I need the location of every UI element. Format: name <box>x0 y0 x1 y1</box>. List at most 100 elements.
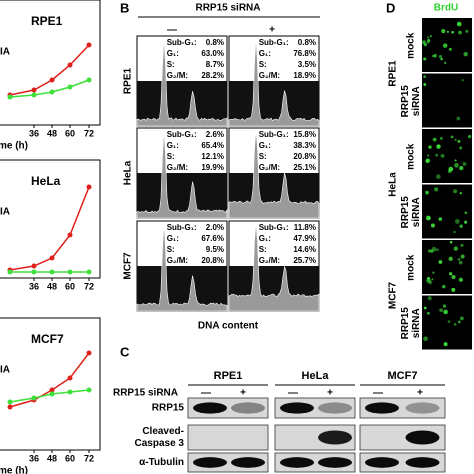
x-tick-label: 36 <box>29 281 39 291</box>
stat-label: Sub-G₁: <box>259 130 289 139</box>
blot-band <box>231 457 265 468</box>
nucleus <box>444 61 447 65</box>
nucleus <box>436 144 441 149</box>
blot-band <box>318 457 352 468</box>
stat-label: G₂/M: <box>259 71 280 80</box>
stat-value: 25.1% <box>293 163 316 172</box>
panel-letter: C <box>120 344 130 359</box>
point <box>67 232 73 238</box>
stat-value: 18.9% <box>293 71 316 80</box>
nucleus <box>433 138 437 141</box>
row-label: RRP15 <box>400 196 411 229</box>
row-label: siRNA <box>411 86 422 116</box>
nucleus <box>439 308 443 313</box>
stat-value: 20.8% <box>201 256 224 265</box>
nucleus <box>459 191 462 195</box>
stat-value: 0.8% <box>298 38 316 47</box>
nucleus <box>440 57 443 61</box>
nucleus <box>458 277 463 282</box>
row-label: HeLa <box>123 160 134 185</box>
point <box>31 92 37 98</box>
nucleus <box>438 260 443 264</box>
row-label: RPE1 <box>123 68 134 95</box>
stat-value: 3.5% <box>298 60 316 69</box>
condition: — <box>288 388 298 399</box>
legend-text: IA <box>0 365 10 376</box>
micrograph <box>422 73 472 128</box>
nucleus <box>425 158 430 164</box>
point <box>86 184 92 190</box>
micrograph <box>422 129 472 183</box>
blot-band <box>193 402 227 414</box>
nucleus <box>442 284 446 289</box>
nucleus <box>454 159 457 162</box>
nucleus <box>467 135 472 139</box>
point <box>7 399 13 405</box>
stat-label: G₂/M: <box>167 71 188 80</box>
stat-value: 65.4% <box>201 141 224 150</box>
point <box>49 269 55 275</box>
stat-label: S: <box>167 245 175 254</box>
stat-label: G₂/M: <box>167 256 188 265</box>
group-label: HeLa <box>388 172 399 197</box>
nucleus <box>440 153 445 158</box>
stat-label: G₁: <box>259 49 271 58</box>
group-label: MCF7 <box>388 281 399 309</box>
nucleus <box>442 43 448 48</box>
nucleus <box>460 254 465 259</box>
nucleus <box>463 51 468 57</box>
condition: + <box>269 25 275 36</box>
blot-band <box>280 457 314 468</box>
nucleus <box>425 190 429 195</box>
row-label: siRNA <box>411 308 422 338</box>
nucleus <box>442 304 447 308</box>
blot-band <box>318 402 352 414</box>
blot-band <box>405 402 440 414</box>
nucleus <box>448 47 452 51</box>
nucleus <box>423 75 426 78</box>
nucleus <box>443 342 448 347</box>
chart-label: RPE1 <box>31 14 63 28</box>
chart-frame <box>0 317 101 451</box>
nucleus <box>459 165 464 171</box>
point <box>67 84 73 90</box>
nucleus <box>428 145 432 149</box>
nucleus <box>447 169 452 174</box>
nucleus <box>459 224 463 228</box>
row-label: RRP15 <box>400 85 411 118</box>
row-label: Cleaved- <box>142 426 184 437</box>
nucleus <box>434 187 439 192</box>
nucleus <box>456 21 462 27</box>
legend-text: IA <box>0 47 10 58</box>
nucleus <box>430 223 435 228</box>
x-tick-label: 60 <box>65 281 75 291</box>
row-label: mock <box>406 143 417 170</box>
nucleus <box>430 249 434 253</box>
nucleus <box>423 83 427 86</box>
nucleus <box>426 215 431 221</box>
blot-band <box>318 430 352 445</box>
stat-value: 47.9% <box>293 234 316 243</box>
stat-label: G₂/M: <box>259 256 280 265</box>
x-axis-label: me (h) <box>0 466 28 474</box>
histogram <box>228 129 320 219</box>
x-tick-label: 36 <box>29 128 39 138</box>
nucleus <box>453 246 458 251</box>
stat-value: 19.9% <box>201 163 224 172</box>
line <box>9 44 90 96</box>
treatment-label: RRP15 siRNA <box>195 3 260 14</box>
x-tick-label: 60 <box>65 453 75 463</box>
nucleus <box>426 40 430 44</box>
blot-strip <box>187 424 269 451</box>
nucleus <box>461 78 464 82</box>
micrograph <box>422 184 472 239</box>
stat-value: 25.7% <box>293 256 316 265</box>
stat-label: G₁: <box>259 234 271 243</box>
nucleus <box>457 320 461 324</box>
histogram <box>228 222 320 312</box>
nucleus <box>423 336 428 342</box>
nucleus <box>436 248 439 251</box>
legend-text: IA <box>0 207 10 218</box>
point <box>31 269 37 275</box>
stat-label: Sub-G₁: <box>167 38 197 47</box>
